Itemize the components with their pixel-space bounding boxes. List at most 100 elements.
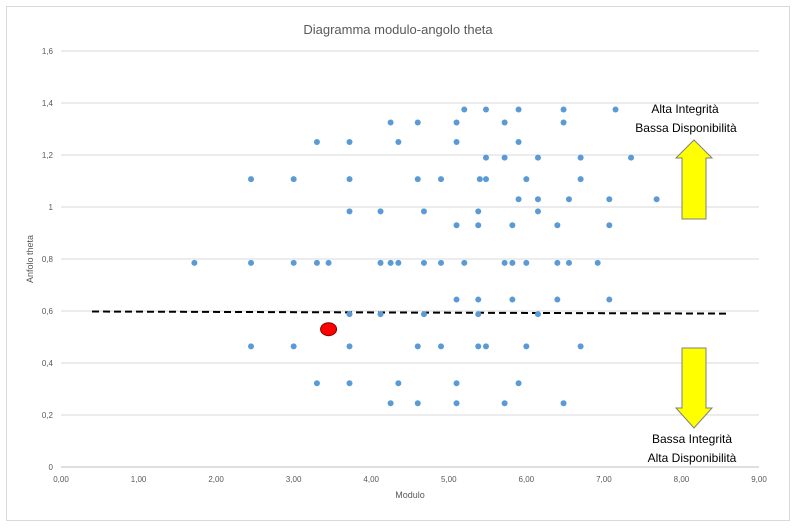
data-point: [554, 296, 561, 303]
x-tick-label: 5,00: [441, 475, 457, 484]
data-point: [483, 176, 490, 183]
data-point: [515, 196, 522, 203]
annotation-top-line2: Bassa Disponibilità: [635, 121, 737, 135]
data-point: [313, 259, 320, 266]
y-tick-label: 1,6: [42, 47, 54, 56]
data-point: [377, 208, 384, 215]
data-point: [290, 176, 297, 183]
data-point: [248, 343, 255, 350]
annotation-bottom-line1: Bassa Integrità: [652, 432, 732, 446]
data-point: [313, 139, 320, 145]
data-point: [560, 119, 567, 126]
data-point: [453, 380, 460, 387]
x-tick-label: 1,00: [131, 475, 147, 484]
data-point: [577, 154, 584, 161]
data-point: [501, 400, 508, 407]
data-point: [577, 176, 584, 183]
x-tick-label: 6,00: [519, 475, 535, 484]
data-point: [290, 259, 297, 266]
y-tick-label: 1: [49, 203, 54, 212]
data-point: [313, 380, 320, 387]
data-point: [453, 400, 460, 407]
data-point: [248, 176, 255, 183]
data-point: [414, 400, 421, 407]
y-tick-label: 0,6: [42, 307, 54, 316]
data-point: [606, 222, 613, 229]
data-point: [346, 208, 353, 215]
data-point: [475, 208, 482, 215]
data-point: [395, 259, 402, 266]
data-point: [461, 259, 468, 266]
data-point: [475, 311, 482, 318]
data-point: [534, 154, 541, 161]
y-axis-label: Anfolo theta: [25, 235, 35, 283]
data-point: [395, 139, 402, 145]
data-point: [554, 222, 561, 229]
y-tick-label: 0,8: [42, 255, 54, 264]
x-tick-label: 0,00: [53, 475, 69, 484]
data-point: [509, 296, 516, 303]
x-tick-label: 3,00: [286, 475, 302, 484]
data-point: [483, 343, 490, 350]
data-point: [560, 400, 567, 407]
x-tick-label: 8,00: [674, 475, 690, 484]
data-point: [346, 311, 353, 318]
data-point: [438, 343, 445, 350]
x-tick-label: 7,00: [596, 475, 612, 484]
data-point: [606, 296, 613, 303]
data-point: [248, 259, 255, 266]
data-point: [453, 222, 460, 229]
arrow-down-icon: [674, 347, 714, 429]
data-point: [420, 259, 427, 266]
y-tick-label: 1,4: [42, 99, 54, 108]
data-point: [523, 259, 530, 266]
data-point: [420, 208, 427, 215]
data-point: [565, 196, 572, 203]
data-point: [534, 311, 541, 318]
y-tick-label: 0,2: [42, 411, 54, 420]
y-tick-label: 1,2: [42, 151, 54, 160]
data-point: [501, 119, 508, 126]
data-point: [387, 400, 394, 407]
data-point: [414, 343, 421, 350]
data-point: [523, 176, 530, 183]
data-points: [191, 106, 660, 407]
data-point: [483, 154, 490, 161]
data-point: [377, 259, 384, 266]
data-point: [509, 222, 516, 229]
data-point: [191, 259, 198, 266]
data-point: [387, 259, 394, 266]
data-point: [594, 259, 601, 266]
arrow-up-icon: [674, 139, 714, 220]
data-point: [628, 154, 635, 161]
data-point: [290, 343, 297, 350]
highlight-point: [320, 322, 338, 337]
data-point: [534, 208, 541, 215]
data-point: [438, 176, 445, 183]
data-point: [476, 176, 483, 183]
data-point: [414, 176, 421, 183]
data-point: [475, 222, 482, 229]
data-point: [387, 119, 394, 126]
data-point: [420, 311, 427, 318]
x-axis-label: Modulo: [395, 490, 425, 500]
data-point: [346, 380, 353, 387]
data-point: [501, 154, 508, 161]
y-tick-labels: 0 0,2 0,4 0,6 0,8 1 1,2 1,4 1,6: [42, 47, 54, 472]
data-point: [346, 139, 353, 145]
data-point: [475, 296, 482, 303]
data-point: [414, 119, 421, 126]
data-point: [653, 196, 660, 203]
data-point: [453, 119, 460, 126]
annotation-top-line1: Alta Integrità: [651, 102, 719, 116]
annotation-bottom-line2: Alta Disponibilità: [648, 451, 737, 465]
data-point: [612, 106, 619, 113]
data-point: [438, 259, 445, 266]
data-point: [560, 106, 567, 113]
data-point: [515, 139, 522, 145]
data-point: [534, 196, 541, 203]
data-point: [509, 259, 516, 266]
data-point: [377, 311, 384, 318]
y-tick-label: 0,4: [42, 359, 54, 368]
x-tick-label: 9,00: [751, 475, 767, 484]
